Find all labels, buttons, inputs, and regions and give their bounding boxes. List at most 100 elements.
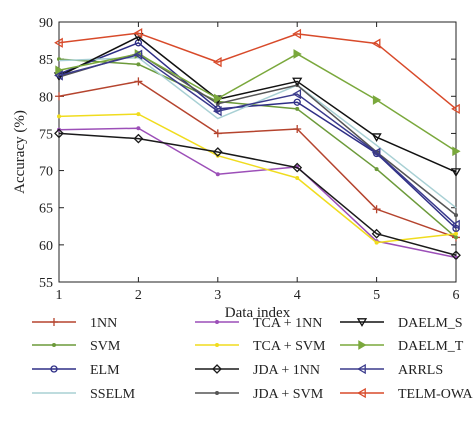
data-point-daelm-t — [214, 93, 223, 104]
legend-item-arrls: ARRLS — [340, 363, 443, 378]
data-point-svm — [454, 235, 458, 240]
legend-swatch-marker — [50, 318, 58, 326]
y-tick-label: 75 — [39, 127, 53, 142]
x-tick-label: 5 — [373, 288, 380, 303]
series-line-arrls — [58, 53, 457, 226]
legend-item-telm-owa: TELM-OWA — [340, 387, 474, 402]
data-point-1nn — [293, 124, 302, 133]
data-point-tca-svm — [454, 231, 458, 236]
legend-item-elm: ELM — [32, 363, 120, 378]
legend-label: TELM-OWA — [398, 387, 474, 402]
legend-label: DAELM_T — [398, 339, 464, 354]
legend-label: SSELM — [90, 387, 136, 402]
legend-label: 1NN — [90, 316, 117, 331]
legend-label: JDA + 1NN — [253, 363, 320, 378]
data-point-svm — [374, 167, 379, 172]
legend-label: ARRLS — [398, 363, 443, 378]
y-tick-label: 60 — [39, 239, 53, 254]
data-point-1nn — [372, 205, 381, 214]
data-point-jda-1nn — [54, 128, 64, 139]
data-point-telm-owa — [133, 28, 143, 39]
y-axis-label: Accuracy (%) — [12, 110, 28, 194]
data-point-tca-svm — [295, 176, 300, 180]
data-point-1nn — [213, 129, 222, 138]
legend-label: ELM — [90, 363, 120, 378]
data-point-telm-owa — [212, 56, 222, 68]
data-point-daelm-t — [55, 65, 64, 76]
legend-item-daelm-t: DAELM_T — [340, 339, 464, 354]
legend-swatch-marker — [357, 387, 366, 399]
legend-item-tca-1nn: TCA + 1NN — [195, 316, 322, 331]
data-point-arrls — [371, 147, 381, 158]
data-point-arrls — [212, 106, 222, 117]
data-point-arrls — [133, 49, 143, 60]
data-point-daelm-s — [292, 77, 303, 87]
data-point-1nn — [55, 92, 63, 101]
legend-swatch-marker — [212, 364, 222, 374]
legend-swatch-marker — [215, 391, 219, 395]
data-point-daelm-t — [372, 95, 382, 105]
data-point-svm — [295, 106, 300, 111]
data-point-telm-owa — [371, 38, 381, 49]
series-line-telm-owa — [58, 32, 457, 110]
y-tick-label: 90 — [39, 16, 53, 31]
legend-item-svm: SVM — [32, 339, 121, 354]
data-point-tca-svm — [136, 112, 141, 117]
data-point-daelm-s — [371, 133, 382, 143]
x-tick-label: 1 — [56, 288, 63, 303]
legend-item-daelm-s: DAELM_S — [340, 316, 463, 331]
data-point-arrls — [54, 70, 63, 81]
y-tick-label: 70 — [39, 165, 53, 180]
legend-item-jda-svm: JDA + SVM — [195, 387, 324, 402]
legend-swatch-marker — [356, 318, 368, 327]
legend-swatch-marker — [215, 320, 219, 324]
legend-swatch-marker — [215, 343, 219, 347]
legend-label: JDA + SVM — [253, 387, 324, 402]
data-point-jda-1nn — [212, 147, 223, 157]
series-line-jda-1nn — [58, 132, 457, 256]
series-line-tca-svm — [58, 113, 457, 244]
data-point-jda-1nn — [292, 162, 303, 173]
data-point-daelm-t — [452, 146, 461, 157]
data-point-tca-1nn — [136, 126, 141, 131]
x-axis-label: Data index — [225, 305, 291, 321]
series-line-tca-1nn — [58, 127, 457, 259]
plot-frame — [58, 21, 457, 283]
data-point-tca-1nn — [215, 172, 220, 177]
legend-item-tca-svm: TCA + SVM — [195, 339, 326, 354]
x-tick-label: 4 — [294, 288, 301, 303]
data-point-jda-1nn — [451, 250, 461, 261]
legend-item-1nn: 1NN — [32, 316, 117, 331]
legend-label: TCA + 1NN — [253, 316, 322, 331]
x-tick-label: 6 — [453, 288, 460, 303]
data-point-elm — [293, 98, 301, 106]
series-line-elm — [58, 42, 457, 230]
data-point-telm-owa — [451, 103, 460, 115]
legend-swatch-marker — [358, 340, 367, 350]
data-point-telm-owa — [54, 37, 63, 48]
legend-swatch-marker — [52, 343, 56, 347]
data-point-jda-1nn — [133, 133, 144, 144]
legend-label: SVM — [90, 339, 121, 354]
series-line-daelm-t — [58, 53, 457, 152]
data-point-jda-1nn — [371, 228, 382, 239]
legend-item-jda-1nn: JDA + 1NN — [195, 363, 320, 378]
data-point-daelm-t — [293, 49, 302, 59]
legend-label: DAELM_S — [398, 316, 463, 331]
data-point-tca-svm — [57, 114, 61, 119]
data-point-1nn — [134, 77, 143, 86]
data-point-jda-svm — [454, 213, 458, 218]
data-point-tca-svm — [374, 240, 379, 245]
x-tick-label: 2 — [135, 288, 142, 303]
legend-item-sselm: SSELM — [32, 387, 136, 402]
y-tick-label: 85 — [39, 53, 53, 68]
y-tick-label: 80 — [39, 90, 53, 105]
data-point-arrls — [451, 219, 460, 230]
legend-swatch-marker — [357, 363, 366, 375]
series-line-jda-svm — [58, 52, 457, 216]
data-point-telm-owa — [292, 28, 302, 40]
legend-swatch-marker — [50, 365, 58, 373]
series-line-daelm-s — [58, 36, 457, 173]
